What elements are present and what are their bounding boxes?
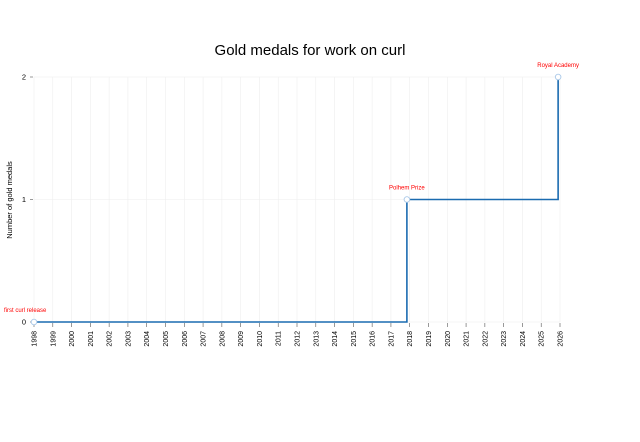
x-tick-label: 2010 — [257, 331, 264, 347]
y-axis-label: Number of gold medals — [5, 161, 14, 239]
x-tick-label: 1999 — [50, 331, 57, 347]
chart-title: Gold medals for work on curl — [215, 42, 406, 59]
x-tick-label: 2013 — [313, 331, 320, 347]
x-tick-label: 2009 — [238, 331, 245, 347]
x-tick-label: 2004 — [144, 331, 151, 347]
x-tick-label: 2026 — [558, 331, 565, 347]
x-tick-label: 2016 — [370, 331, 377, 347]
event-label: Polhem Prize — [389, 186, 425, 192]
x-tick-label: 2012 — [295, 331, 302, 347]
x-tick-label: 2002 — [107, 331, 114, 347]
x-tick-label: 2005 — [163, 331, 170, 347]
x-tick-label: 2011 — [276, 331, 283, 346]
x-tick-label: 2000 — [69, 331, 76, 347]
x-tick-label: 2020 — [445, 331, 452, 347]
x-tick-label: 2025 — [539, 331, 546, 347]
event-label: Royal Academy — [537, 63, 579, 69]
x-tick-label: 2022 — [482, 331, 489, 347]
x-tick-label: 2017 — [388, 331, 395, 347]
x-tick-label: 2003 — [125, 331, 132, 347]
event-marker — [554, 73, 562, 81]
x-tick-label: 2021 — [464, 331, 471, 347]
y-tick-label: 2 — [22, 73, 26, 82]
x-tick-label: 1998 — [32, 331, 39, 347]
x-tick-label: 2014 — [332, 331, 339, 347]
annotations: first curl release Polhem Prize Royal Acad… — [4, 63, 579, 326]
x-tick-label: 2018 — [407, 331, 414, 347]
x-tick-label: 2023 — [501, 331, 508, 347]
event-marker — [30, 318, 38, 326]
event-marker — [403, 196, 411, 203]
event-label: first curl release — [4, 308, 47, 314]
x-tick-label: 2008 — [219, 331, 226, 347]
y-tick-label: 1 — [22, 195, 26, 204]
x-tick-label: 2006 — [182, 331, 189, 347]
x-tick-label: 2024 — [520, 331, 527, 347]
x-tick-label: 2019 — [426, 331, 433, 347]
x-tick-label: 2015 — [351, 331, 358, 347]
y-tick-label: 0 — [22, 318, 26, 327]
x-tick-label: 2007 — [201, 331, 208, 347]
x-tick-label: 2001 — [88, 331, 95, 347]
axes: 1998 1999 2000 2001 2002 2003 2004 2005 2006 2007… — [22, 73, 565, 347]
